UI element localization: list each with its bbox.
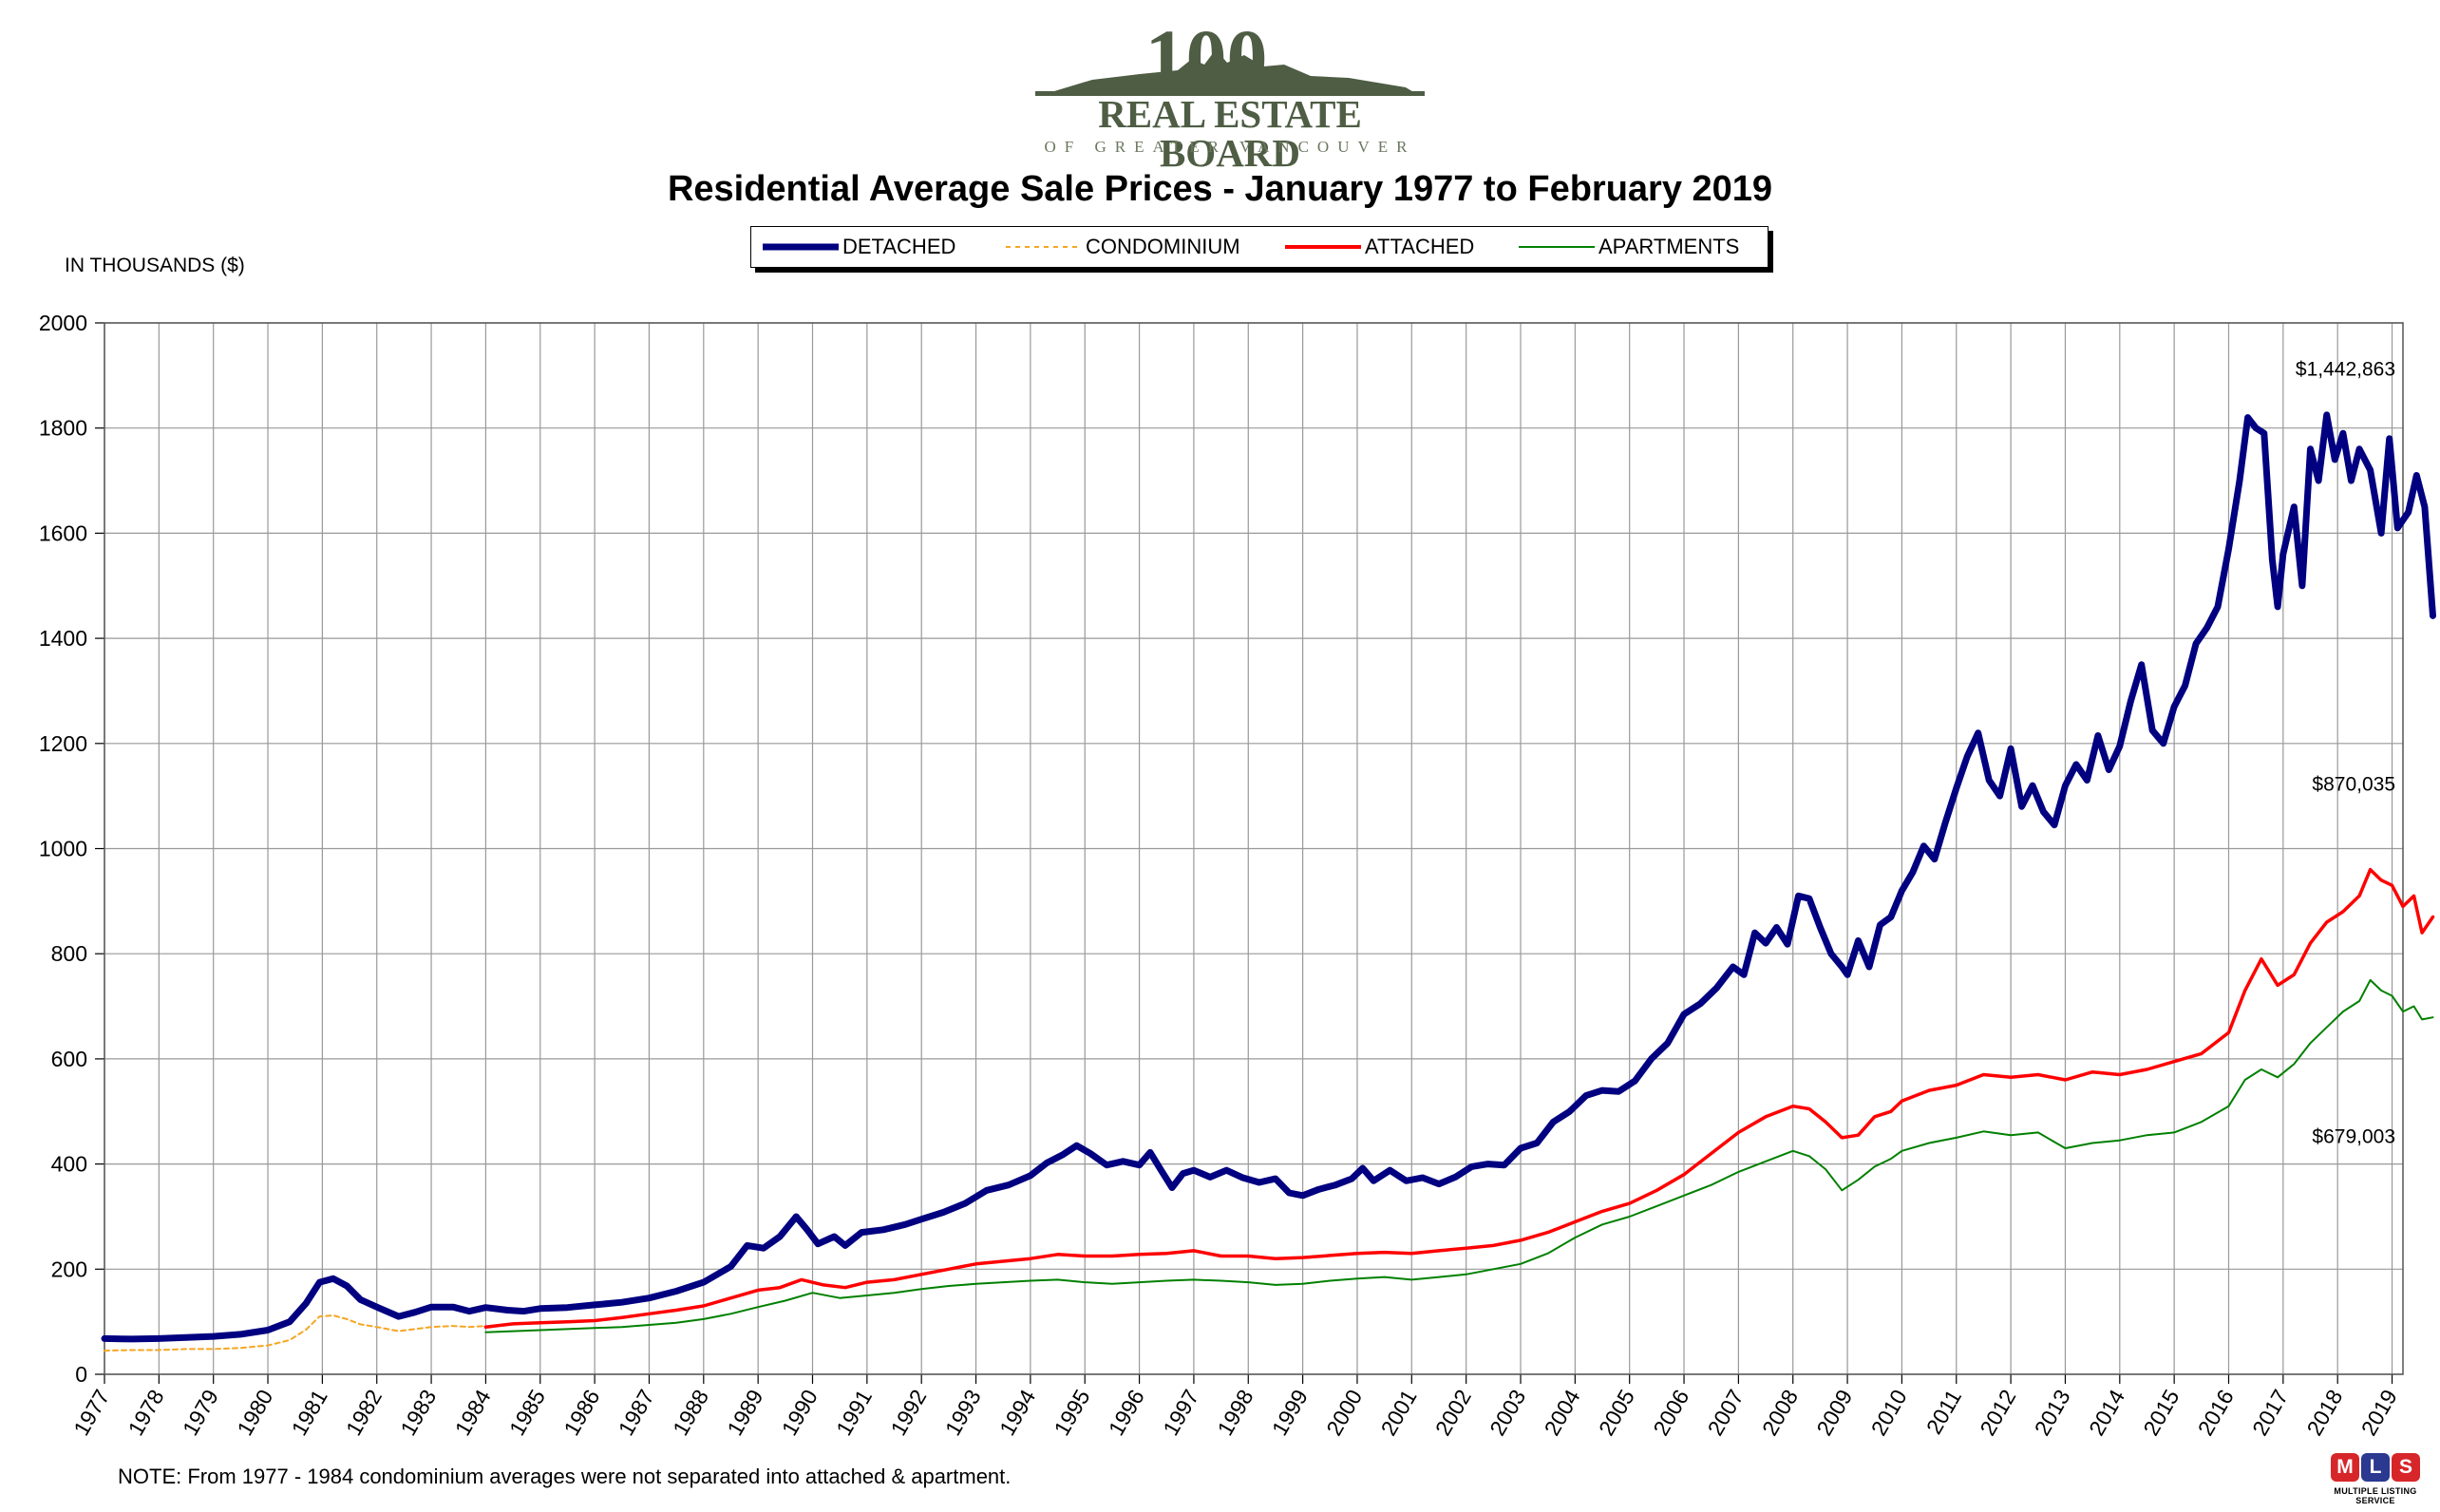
chart-title: Residential Average Sale Prices - Januar… bbox=[667, 169, 1773, 209]
y-tick-label: 1400 bbox=[39, 626, 87, 651]
y-tick-label: 200 bbox=[51, 1257, 87, 1281]
legend-item-condominium: CONDOMINIUM bbox=[1006, 227, 1240, 267]
chart-legend: DETACHED CONDOMINIUM ATTACHED APARTMENTS bbox=[750, 226, 1769, 268]
x-tick-label: 2007 bbox=[1703, 1386, 1749, 1440]
x-tick-label: 1982 bbox=[341, 1386, 387, 1440]
y-tick-label: 1000 bbox=[39, 837, 87, 861]
skyline-icon: 100 bbox=[1035, 12, 1425, 104]
x-tick-label: 1993 bbox=[940, 1386, 986, 1440]
value-annotations: $1,442,863 $870,035 $679,003 bbox=[2296, 358, 2395, 1147]
legend-swatch-condominium bbox=[1006, 246, 1082, 248]
annotation-attached: $870,035 bbox=[2312, 774, 2395, 796]
x-tick-label: 1998 bbox=[1212, 1386, 1258, 1440]
x-tick-label: 1988 bbox=[668, 1386, 713, 1440]
mls-letter-l: L bbox=[2361, 1453, 2390, 1482]
x-tick-label: 2009 bbox=[1811, 1386, 1857, 1440]
x-tick-label: 2014 bbox=[2084, 1385, 2129, 1439]
x-tick-label: 2000 bbox=[1321, 1386, 1367, 1440]
x-tick-label: 2004 bbox=[1540, 1385, 1585, 1439]
x-tick-label: 1991 bbox=[831, 1386, 877, 1440]
legend-label-detached: DETACHED bbox=[842, 235, 956, 258]
x-axis-ticks: 1977 1978 1979 1980 1981 1982 1983 1984 1985 1986… bbox=[68, 1385, 2402, 1439]
series-line-attached bbox=[483, 867, 2435, 1329]
x-tick-label: 2001 bbox=[1376, 1386, 1422, 1440]
y-tick-label: 400 bbox=[51, 1152, 87, 1177]
x-tick-label: 1999 bbox=[1267, 1386, 1313, 1440]
x-tick-label: 1997 bbox=[1158, 1386, 1203, 1440]
series-lines bbox=[101, 411, 2436, 1352]
x-tick-label: 1983 bbox=[395, 1386, 441, 1440]
plot-border bbox=[104, 322, 2404, 1375]
grid-lines bbox=[95, 322, 2404, 1384]
y-axis-ticks: 0 200 400 600 800 1000 1200 1400 1600 1800 2000 bbox=[39, 311, 87, 1387]
x-tick-label: 1980 bbox=[232, 1386, 277, 1440]
x-tick-label: 1986 bbox=[558, 1386, 604, 1440]
x-tick-label: 1978 bbox=[123, 1386, 169, 1440]
y-tick-label: 0 bbox=[75, 1362, 87, 1387]
x-tick-label: 1979 bbox=[178, 1386, 223, 1440]
footnote: NOTE: From 1977 - 1984 condominium avera… bbox=[118, 1465, 1012, 1488]
x-tick-label: 1981 bbox=[287, 1386, 332, 1440]
x-tick-label: 2019 bbox=[2356, 1386, 2402, 1440]
rebgv-logo: 100 REAL ESTATE BOARD OF GREATER VANCOUV… bbox=[1035, 12, 1425, 173]
x-tick-label: 2002 bbox=[1430, 1386, 1476, 1440]
x-tick-label: 1984 bbox=[450, 1385, 496, 1439]
x-tick-label: 1994 bbox=[994, 1385, 1040, 1439]
legend-item-detached: DETACHED bbox=[763, 227, 955, 267]
x-tick-label: 2008 bbox=[1757, 1386, 1803, 1440]
x-tick-label: 2016 bbox=[2193, 1386, 2239, 1440]
x-tick-label: 2015 bbox=[2138, 1386, 2184, 1440]
x-tick-label: 1995 bbox=[1049, 1386, 1094, 1440]
y-axis-unit-label: IN THOUSANDS ($) bbox=[65, 255, 245, 276]
series-line-condominium bbox=[104, 1314, 487, 1352]
y-tick-label: 800 bbox=[51, 941, 87, 966]
x-tick-label: 2017 bbox=[2247, 1386, 2293, 1440]
x-tick-label: 1985 bbox=[504, 1386, 550, 1440]
series-line-apartments bbox=[484, 978, 2434, 1333]
x-tick-label: 2010 bbox=[1866, 1385, 1912, 1439]
annotation-detached: $1,442,863 bbox=[2296, 358, 2395, 380]
x-tick-label: 1989 bbox=[722, 1386, 767, 1440]
y-tick-label: 2000 bbox=[39, 311, 87, 335]
logo-subtitle: OF GREATER VANCOUVER bbox=[1044, 138, 1416, 156]
x-tick-label: 1977 bbox=[68, 1386, 114, 1440]
x-tick-label: 2005 bbox=[1594, 1386, 1639, 1440]
logo-name: REAL ESTATE BOARD bbox=[1098, 92, 1362, 175]
legend-item-apartments: APARTMENTS bbox=[1519, 227, 1739, 267]
x-tick-label: 1987 bbox=[614, 1386, 659, 1440]
x-tick-label: 1990 bbox=[777, 1386, 823, 1440]
y-tick-label: 1600 bbox=[39, 520, 87, 545]
legend-swatch-attached bbox=[1285, 245, 1361, 249]
x-tick-label: 2011 bbox=[1921, 1386, 1966, 1439]
mls-letter-s: S bbox=[2392, 1453, 2420, 1482]
mls-caption: MULTIPLE LISTING SERVICE bbox=[2334, 1486, 2417, 1505]
mls-logo: M L S MULTIPLE LISTING SERVICE bbox=[2323, 1453, 2428, 1506]
legend-swatch-apartments bbox=[1519, 246, 1595, 248]
legend-label-attached: ATTACHED bbox=[1365, 235, 1475, 258]
legend-item-attached: ATTACHED bbox=[1285, 227, 1474, 267]
legend-label-apartments: APARTMENTS bbox=[1598, 235, 1740, 258]
y-tick-label: 1200 bbox=[39, 731, 87, 756]
x-tick-label: 2013 bbox=[2030, 1386, 2075, 1440]
x-tick-label: 2006 bbox=[1648, 1386, 1693, 1440]
x-tick-label: 2003 bbox=[1485, 1386, 1530, 1440]
legend-label-condominium: CONDOMINIUM bbox=[1086, 235, 1240, 258]
mls-letter-m: M bbox=[2331, 1453, 2359, 1482]
x-tick-label: 1992 bbox=[885, 1386, 931, 1440]
y-tick-label: 1800 bbox=[39, 416, 87, 441]
y-tick-label: 600 bbox=[51, 1047, 87, 1071]
annotation-apartments: $679,003 bbox=[2312, 1125, 2395, 1147]
series-line-detached bbox=[101, 411, 2436, 1343]
x-tick-label: 1996 bbox=[1104, 1386, 1149, 1440]
x-tick-label: 2012 bbox=[1975, 1386, 2020, 1440]
x-tick-label: 2018 bbox=[2301, 1386, 2347, 1440]
legend-swatch-detached bbox=[763, 243, 839, 251]
